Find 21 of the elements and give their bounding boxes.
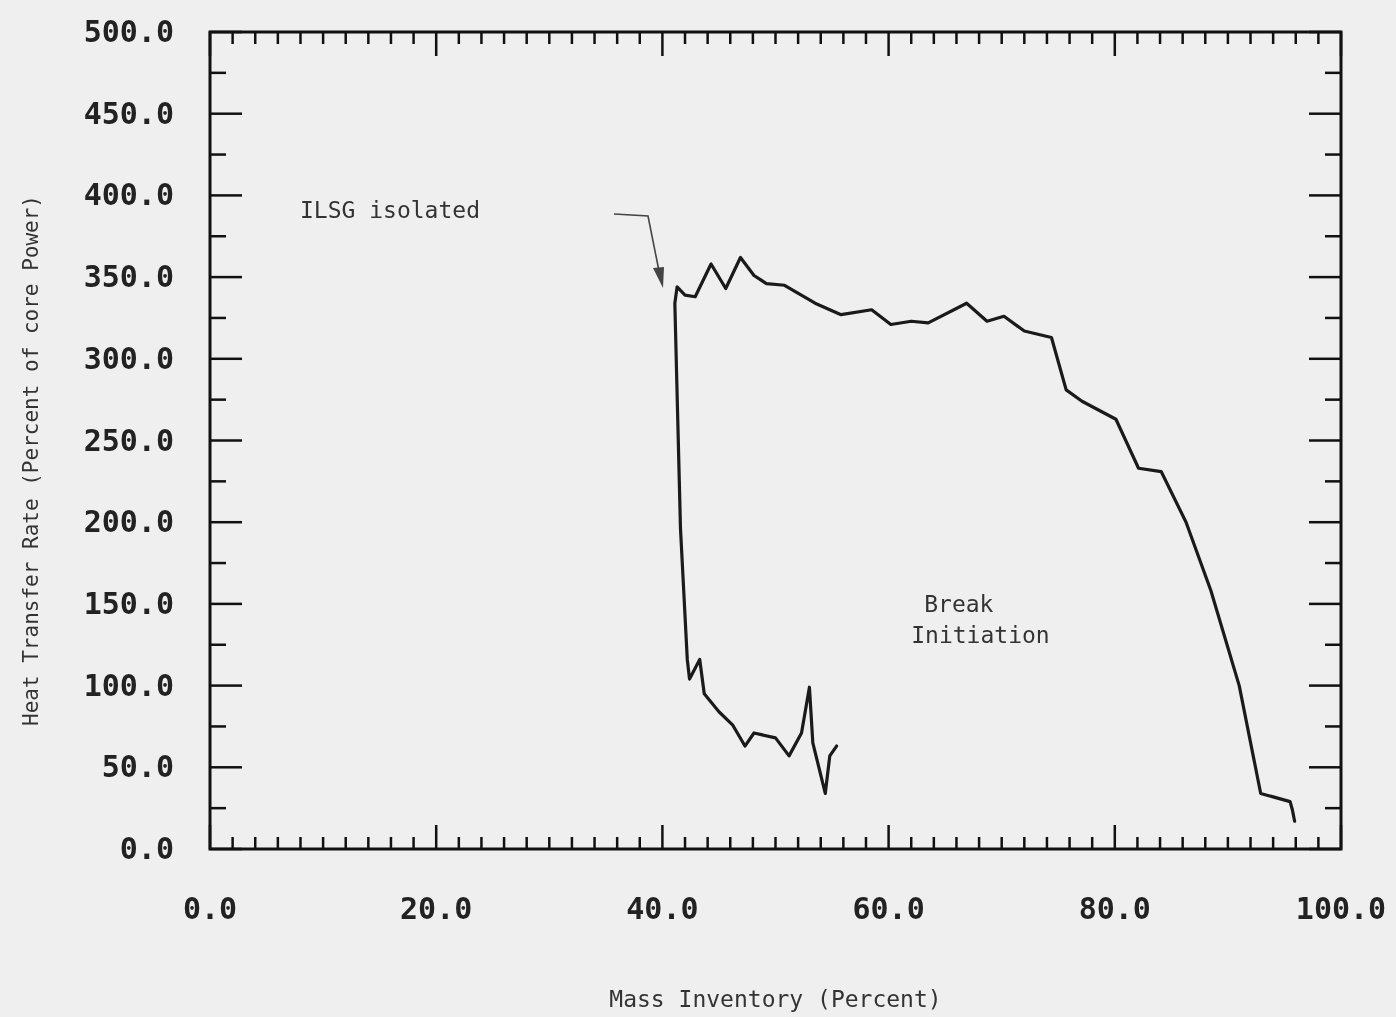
y-tick-label: 150.0 xyxy=(83,585,174,621)
annotation: Break Initiation xyxy=(911,591,1050,649)
x-tick-label: 100.0 xyxy=(1295,891,1387,926)
x-tick-label: 60.0 xyxy=(852,891,925,926)
y-tick-label: 500.0 xyxy=(83,14,174,49)
y-tick-label: 350.0 xyxy=(83,259,174,295)
x-tick-label: 0.0 xyxy=(182,891,238,926)
y-tick-label: 100.0 xyxy=(83,667,174,703)
y-axis-title: Heat Transfer Rate (Percent of core Power) xyxy=(19,194,43,727)
y-tick-label: 200.0 xyxy=(83,504,174,540)
y-tick-label: 50.0 xyxy=(101,749,174,785)
x-tick-label: 40.0 xyxy=(626,891,699,926)
y-tick-label: 400.0 xyxy=(83,177,174,213)
y-tick-label: 250.0 xyxy=(83,422,174,458)
y-tick-label: 450.0 xyxy=(83,95,174,131)
x-axis-title: Mass Inventory (Percent) xyxy=(609,986,942,1012)
x-tick-label: 20.0 xyxy=(400,891,473,926)
x-tick-label: 80.0 xyxy=(1078,891,1151,926)
y-tick-label: 0.0 xyxy=(119,831,174,866)
y-tick-label: 300.0 xyxy=(83,340,174,376)
annotation: ILSG isolated xyxy=(300,197,481,223)
